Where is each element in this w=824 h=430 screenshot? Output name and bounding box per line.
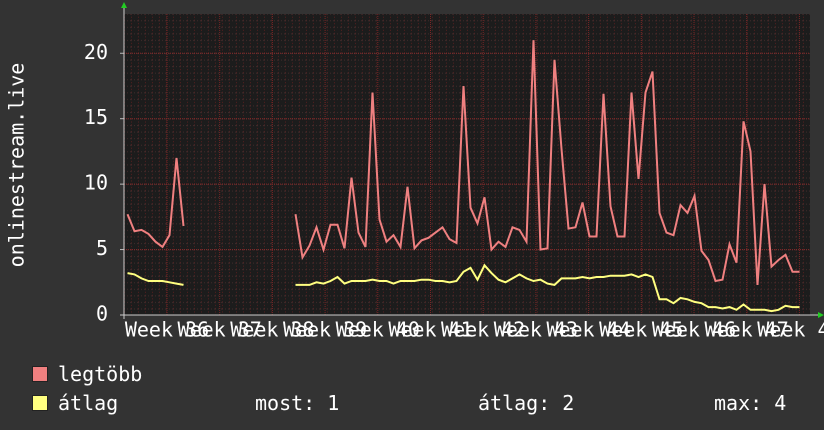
x-tick-label: Week 42 bbox=[441, 318, 525, 342]
stat-label: max: bbox=[714, 391, 763, 415]
stat: átlag: 2 bbox=[478, 392, 574, 414]
y-axis-label: onlinestream.live bbox=[5, 63, 29, 268]
x-tick-label: Week 40 bbox=[336, 318, 420, 342]
stat: max: 4 bbox=[714, 392, 786, 414]
series-line bbox=[127, 263, 800, 313]
x-tick-label: Week 41 bbox=[388, 318, 472, 342]
axis-arrow bbox=[818, 312, 824, 318]
stat-value: 4 bbox=[774, 391, 787, 415]
y-tick-label: 15 bbox=[84, 105, 108, 129]
axis-arrow bbox=[121, 2, 127, 8]
stat-value: 1 bbox=[327, 391, 340, 415]
legend-swatch bbox=[32, 366, 48, 382]
minor-grid bbox=[124, 14, 810, 315]
y-tick-label: 20 bbox=[84, 40, 108, 64]
y-tick-label: 0 bbox=[96, 302, 108, 326]
legend-label: legtöbb bbox=[58, 362, 143, 386]
stat-value: 2 bbox=[562, 391, 575, 415]
x-tick-label: Week 44 bbox=[546, 318, 630, 342]
x-tick-label: Week 36 bbox=[125, 318, 209, 342]
stat-label: most: bbox=[255, 391, 316, 415]
stat: most: 1 bbox=[255, 392, 339, 414]
legend-swatch bbox=[32, 395, 48, 411]
x-tick-label: Week 43 bbox=[494, 318, 578, 342]
x-tick-label: Week 48 bbox=[757, 318, 824, 342]
x-tick-label: Week 46 bbox=[652, 318, 736, 342]
x-tick-label: Week 47 bbox=[705, 318, 789, 342]
series-line bbox=[126, 40, 800, 285]
stat-label: átlag: bbox=[478, 391, 551, 415]
x-tick-label: Week 45 bbox=[599, 318, 683, 342]
x-tick-label: Week 38 bbox=[230, 318, 314, 342]
legend-label: átlag bbox=[58, 391, 119, 415]
x-tick-label: Week 37 bbox=[178, 318, 262, 342]
y-tick-label: 5 bbox=[96, 236, 108, 260]
y-tick-label: 10 bbox=[84, 171, 108, 195]
x-tick-label: Week 39 bbox=[283, 318, 367, 342]
